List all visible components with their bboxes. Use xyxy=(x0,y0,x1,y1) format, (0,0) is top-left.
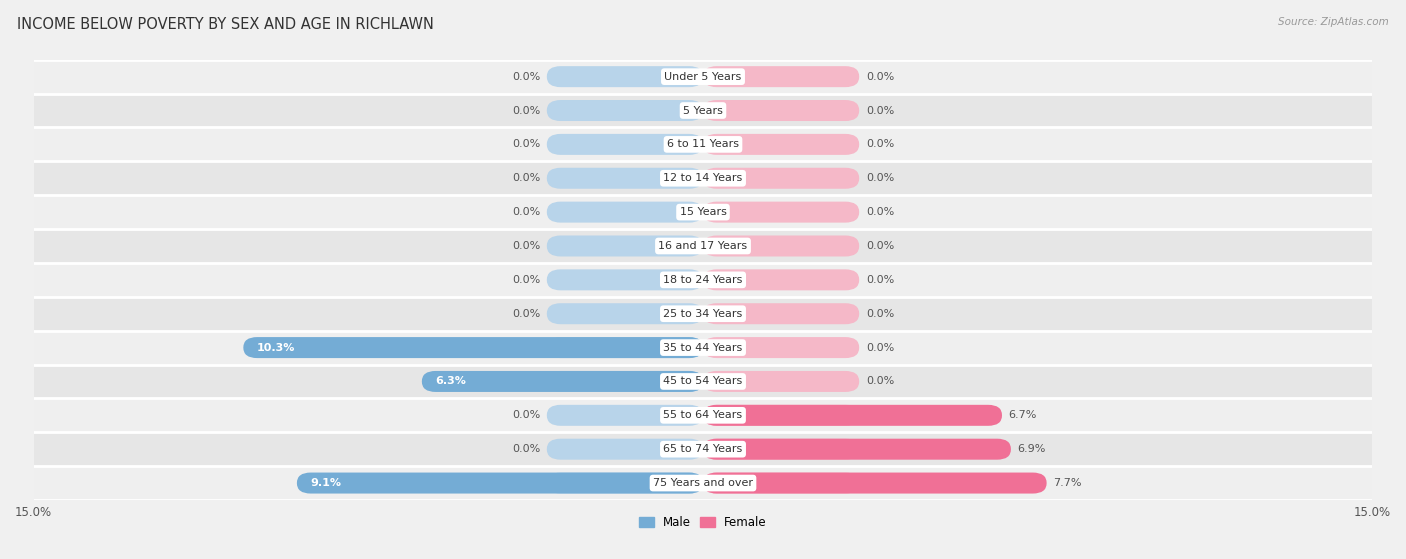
FancyBboxPatch shape xyxy=(703,337,859,358)
Text: 0.0%: 0.0% xyxy=(512,173,540,183)
Text: 0.0%: 0.0% xyxy=(512,410,540,420)
Text: 0.0%: 0.0% xyxy=(866,72,894,82)
FancyBboxPatch shape xyxy=(297,472,703,494)
Text: 15 Years: 15 Years xyxy=(679,207,727,217)
Text: 55 to 64 Years: 55 to 64 Years xyxy=(664,410,742,420)
Bar xyxy=(34,432,1372,466)
FancyBboxPatch shape xyxy=(547,235,703,257)
FancyBboxPatch shape xyxy=(703,168,859,189)
Text: 18 to 24 Years: 18 to 24 Years xyxy=(664,275,742,285)
Bar xyxy=(34,229,1372,263)
Text: 6.7%: 6.7% xyxy=(1008,410,1038,420)
FancyBboxPatch shape xyxy=(703,202,859,222)
Text: 7.7%: 7.7% xyxy=(1053,478,1081,488)
Text: INCOME BELOW POVERTY BY SEX AND AGE IN RICHLAWN: INCOME BELOW POVERTY BY SEX AND AGE IN R… xyxy=(17,17,433,32)
Bar xyxy=(34,331,1372,364)
Text: 0.0%: 0.0% xyxy=(866,207,894,217)
Text: 5 Years: 5 Years xyxy=(683,106,723,116)
Text: 0.0%: 0.0% xyxy=(512,275,540,285)
Text: 0.0%: 0.0% xyxy=(866,309,894,319)
Text: 0.0%: 0.0% xyxy=(866,343,894,353)
Text: 6 to 11 Years: 6 to 11 Years xyxy=(666,139,740,149)
FancyBboxPatch shape xyxy=(703,235,859,257)
Bar xyxy=(34,466,1372,500)
FancyBboxPatch shape xyxy=(547,439,703,459)
Text: 0.0%: 0.0% xyxy=(512,309,540,319)
Text: 0.0%: 0.0% xyxy=(512,106,540,116)
Text: 0.0%: 0.0% xyxy=(512,207,540,217)
FancyBboxPatch shape xyxy=(703,100,859,121)
FancyBboxPatch shape xyxy=(703,472,859,494)
Bar xyxy=(34,195,1372,229)
FancyBboxPatch shape xyxy=(547,337,703,358)
FancyBboxPatch shape xyxy=(703,439,859,459)
FancyBboxPatch shape xyxy=(547,269,703,290)
FancyBboxPatch shape xyxy=(547,303,703,324)
Bar xyxy=(34,162,1372,195)
Text: 0.0%: 0.0% xyxy=(866,173,894,183)
Legend: Male, Female: Male, Female xyxy=(634,511,772,534)
FancyBboxPatch shape xyxy=(547,202,703,222)
FancyBboxPatch shape xyxy=(703,405,1002,426)
Text: 16 and 17 Years: 16 and 17 Years xyxy=(658,241,748,251)
Text: 0.0%: 0.0% xyxy=(512,139,540,149)
FancyBboxPatch shape xyxy=(703,303,859,324)
Text: 0.0%: 0.0% xyxy=(512,72,540,82)
FancyBboxPatch shape xyxy=(703,472,1046,494)
FancyBboxPatch shape xyxy=(547,405,703,426)
Text: 65 to 74 Years: 65 to 74 Years xyxy=(664,444,742,454)
Bar xyxy=(34,297,1372,331)
FancyBboxPatch shape xyxy=(547,371,703,392)
Text: 12 to 14 Years: 12 to 14 Years xyxy=(664,173,742,183)
Text: 6.9%: 6.9% xyxy=(1018,444,1046,454)
Bar xyxy=(34,60,1372,93)
FancyBboxPatch shape xyxy=(703,439,1011,459)
FancyBboxPatch shape xyxy=(703,134,859,155)
FancyBboxPatch shape xyxy=(547,472,703,494)
FancyBboxPatch shape xyxy=(422,371,703,392)
FancyBboxPatch shape xyxy=(547,168,703,189)
Text: Under 5 Years: Under 5 Years xyxy=(665,72,741,82)
Bar xyxy=(34,399,1372,432)
FancyBboxPatch shape xyxy=(547,66,703,87)
Text: 9.1%: 9.1% xyxy=(311,478,342,488)
Text: 25 to 34 Years: 25 to 34 Years xyxy=(664,309,742,319)
Text: 35 to 44 Years: 35 to 44 Years xyxy=(664,343,742,353)
Text: 10.3%: 10.3% xyxy=(257,343,295,353)
Text: 0.0%: 0.0% xyxy=(866,376,894,386)
Bar xyxy=(34,263,1372,297)
Bar xyxy=(34,127,1372,162)
Text: Source: ZipAtlas.com: Source: ZipAtlas.com xyxy=(1278,17,1389,27)
Text: 75 Years and over: 75 Years and over xyxy=(652,478,754,488)
Text: 0.0%: 0.0% xyxy=(866,106,894,116)
FancyBboxPatch shape xyxy=(703,405,859,426)
Text: 0.0%: 0.0% xyxy=(866,241,894,251)
Bar xyxy=(34,93,1372,127)
Text: 0.0%: 0.0% xyxy=(512,241,540,251)
FancyBboxPatch shape xyxy=(547,100,703,121)
FancyBboxPatch shape xyxy=(547,134,703,155)
FancyBboxPatch shape xyxy=(243,337,703,358)
Text: 6.3%: 6.3% xyxy=(436,376,467,386)
Bar xyxy=(34,364,1372,399)
FancyBboxPatch shape xyxy=(703,66,859,87)
Text: 0.0%: 0.0% xyxy=(512,444,540,454)
Text: 45 to 54 Years: 45 to 54 Years xyxy=(664,376,742,386)
Text: 0.0%: 0.0% xyxy=(866,275,894,285)
Text: 0.0%: 0.0% xyxy=(866,139,894,149)
FancyBboxPatch shape xyxy=(703,371,859,392)
FancyBboxPatch shape xyxy=(703,269,859,290)
